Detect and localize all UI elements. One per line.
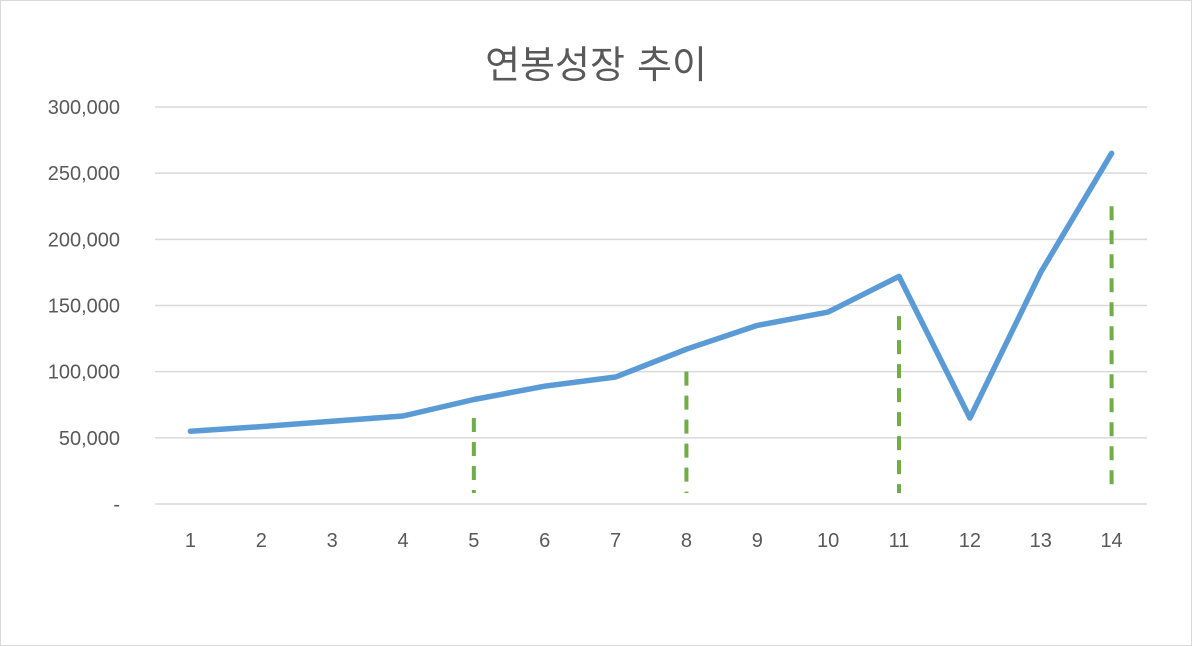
y-tick-label: 300,000 xyxy=(48,97,120,119)
marker-lines xyxy=(471,206,1114,493)
x-tick-label: 7 xyxy=(610,530,621,552)
x-tick-label: 2 xyxy=(256,530,267,552)
x-tick-label: 1 xyxy=(185,530,196,552)
series-line xyxy=(187,150,1115,434)
series-layer xyxy=(187,150,1115,434)
y-tick-label: 100,000 xyxy=(48,362,120,384)
y-tick-label: 200,000 xyxy=(48,229,120,251)
gridlines xyxy=(155,106,1147,505)
x-tick-label: 3 xyxy=(327,530,338,552)
x-tick-label: 8 xyxy=(681,530,692,552)
x-tick-label: 10 xyxy=(817,530,839,552)
x-tick-label: 13 xyxy=(1030,530,1052,552)
x-tick-label: 12 xyxy=(959,530,981,552)
y-axis-ticks: - 50,000 100,000 150,000 200,000 250,000 300,0… xyxy=(48,97,120,516)
y-tick-label: - xyxy=(113,494,120,516)
y-tick-label: 150,000 xyxy=(48,296,120,318)
x-tick-label: 6 xyxy=(539,530,550,552)
chart-title: 연봉성장 추이 xyxy=(485,43,707,87)
y-tick-label: 250,000 xyxy=(48,163,120,185)
x-tick-label: 11 xyxy=(889,530,910,552)
x-tick-label: 9 xyxy=(752,530,763,552)
x-tick-label: 4 xyxy=(397,530,408,552)
y-tick-label: 50,000 xyxy=(59,428,120,450)
x-tick-label: 5 xyxy=(468,530,479,552)
x-tick-label: 14 xyxy=(1100,530,1122,552)
x-axis-ticks: 1 2 3 4 5 6 7 8 9 10 11 12 13 14 xyxy=(185,530,1123,552)
